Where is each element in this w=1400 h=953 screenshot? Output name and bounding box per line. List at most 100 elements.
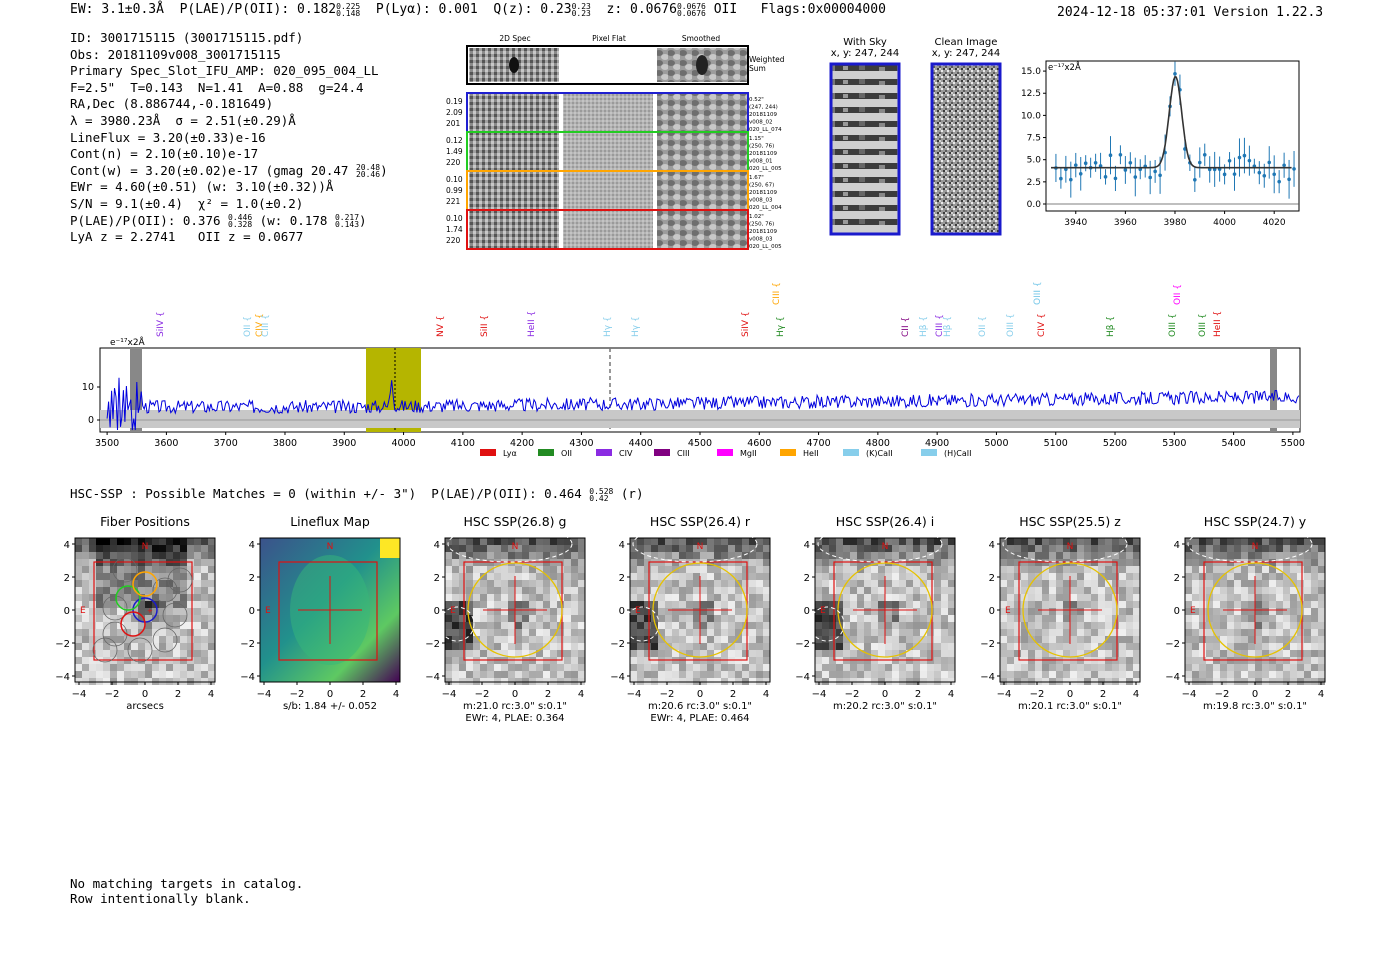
hsc-ytick-label: 4 [64, 540, 70, 551]
cutout-smoothed [657, 133, 747, 170]
zoom-xtick-label: 3980 [1164, 218, 1187, 228]
north-label: N [512, 542, 519, 552]
zoom-point [1073, 163, 1078, 167]
east-label: E [80, 606, 86, 616]
zoom-ytick-label: 5.0 [1027, 156, 1042, 166]
cutout-right-label: (247, 244) [749, 105, 778, 111]
zoom-ytick-label: 7.5 [1027, 134, 1041, 144]
zoom-ytick-label: 12.5 [1021, 89, 1041, 99]
hsc-xtick-label: −2 [105, 689, 120, 700]
hsc-xtick-label: 4 [763, 689, 769, 700]
sky-images [829, 62, 1002, 236]
hsc-ytick-label: −2 [980, 639, 995, 650]
hsc-xtick-label: 0 [1067, 689, 1073, 700]
zoom-point [1282, 163, 1286, 168]
east-label: E [635, 606, 641, 616]
zoom-point [1108, 153, 1113, 158]
redshift-line: LyA z = 2.2741 OII z = 0.0677 [70, 229, 304, 245]
emission-line-label: CIV { [1037, 313, 1047, 337]
hsc-ytick-label: −2 [240, 639, 255, 650]
hsc-xtick-label: 0 [327, 689, 333, 700]
timestamp-version: 2024-12-18 05:37:01 Version 1.22.3 [1057, 5, 1324, 20]
legend-swatch [921, 449, 937, 456]
sn-line: S/N = 9.1(±0.4) χ² = 1.0(±0.2) [70, 195, 304, 211]
cutout-2d-spec [469, 133, 559, 170]
cutout-right-label: (250, 67) [749, 183, 774, 189]
emission-line-label: SiII { [480, 315, 490, 337]
spec-xtick-label: 4800 [866, 438, 890, 449]
hsc-caption: m:19.8 rc:3.0" s:0.1" [1203, 701, 1307, 712]
emission-line-label: OII { [1173, 284, 1183, 305]
hsc-caption: arcsecs [126, 701, 164, 712]
hsc-ytick-label: 0 [619, 606, 625, 617]
zoom-point [1173, 71, 1177, 76]
radec-line: RA,Dec (8.886744,-0.181649) [70, 96, 274, 112]
zoom-point [1267, 160, 1272, 165]
cutout-left-label: 0.10 [446, 214, 463, 223]
hsc-xtick-label: 4 [393, 689, 399, 700]
east-label: E [450, 606, 456, 616]
spec-ytick-label: 0 [88, 415, 94, 426]
zoom-point [1118, 152, 1123, 157]
svg-text:Weighted: Weighted [749, 55, 785, 64]
east-label: E [1190, 606, 1196, 616]
cutout-2d-spec [469, 211, 559, 248]
hsc-ytick-label: 4 [434, 540, 440, 551]
emission-line-label: Hβ { [1106, 316, 1116, 337]
hsc-ytick-label: 4 [1174, 540, 1180, 551]
hsc-panel-title: HSC SSP(26.8) g [463, 514, 567, 529]
zoom-point [1078, 171, 1083, 176]
hsc-xtick-label: −4 [72, 689, 87, 700]
legend-swatch [654, 449, 670, 456]
with-sky-title: With Sky x, y: 247, 244 [830, 37, 900, 59]
emission-line-label: Hβ { [943, 316, 953, 337]
hsc-caption: EWr: 4, PLAE: 0.464 [650, 713, 749, 724]
hsc-xtick-label: 0 [882, 689, 888, 700]
hsc-panel-image: N E 4 2 0 −2 −4−4 −2 0 2 4 m:21.0 rc:3.0" s:0.1"EWr… [425, 532, 586, 724]
zoom-xtick-label: 3940 [1064, 218, 1087, 228]
hsc-ytick-label: 2 [619, 573, 625, 584]
east-label: E [265, 606, 271, 616]
hsc-caption: m:20.6 rc:3.0" s:0.1" [648, 701, 752, 712]
hsc-ytick-label: 2 [249, 573, 255, 584]
spec-xtick-label: 5100 [1044, 438, 1068, 449]
spec-xtick-label: 5000 [984, 438, 1008, 449]
hsc-xtick-label: −2 [290, 689, 305, 700]
zoom-point [1202, 152, 1207, 157]
footer-note: No matching targets in catalog. Row inte… [70, 876, 304, 906]
hsc-xtick-label: −4 [1182, 689, 1197, 700]
hsc-xtick-label: −2 [1030, 689, 1045, 700]
cutout-right-label: 20181109 [749, 112, 777, 118]
spec-xtick-label: 3900 [332, 438, 356, 449]
params-line: F=2.5" T=0.143 N=1.41 A=0.88 g=24.4 [70, 79, 364, 95]
hsc-ytick-label: 4 [804, 540, 810, 551]
emission-line-label: CIII { [772, 282, 782, 305]
zoom-point [1212, 167, 1217, 172]
legend-swatch [480, 449, 496, 456]
legend-label: HeII [803, 449, 819, 458]
cutout-row-frame [466, 209, 749, 250]
hsc-panel-image: + N E 4 2 0 −2 −4−4 −2 0 2 4 arcsecs [55, 537, 216, 712]
zoom-ytick-label: 15.0 [1021, 67, 1041, 77]
zoom-point [1133, 175, 1138, 179]
zoom-point [1262, 173, 1267, 178]
fiber-cross: + [147, 607, 153, 615]
hsc-ytick-label: 4 [249, 540, 255, 551]
zoom-point [1113, 176, 1118, 181]
legend-label: CIII [677, 449, 690, 458]
hsc-xtick-label: 0 [697, 689, 703, 700]
catalog-ellipse [624, 606, 660, 642]
hsc-ytick-label: −4 [980, 672, 995, 683]
col-header-flat: Pixel Flat [592, 34, 626, 43]
spec-xtick-label: 4900 [925, 438, 949, 449]
detection-info: ID: 3001715115 (3001715115.pdf) Obs: 201… [70, 30, 388, 246]
cutout-right-label: 20181109 [749, 229, 777, 235]
id-line: ID: 3001715115 (3001715115.pdf) [70, 30, 304, 45]
hsc-xtick-label: −2 [475, 689, 490, 700]
zoom-spectrum-plot: e⁻¹⁷x2Å 15.0 12.5 10.0 7.5 5.0 2.5 0.0 3940 396… [1021, 60, 1300, 228]
clean-image [930, 62, 1002, 236]
hsc-xtick-label: 0 [1252, 689, 1258, 700]
north-label: N [1067, 542, 1074, 552]
cutout-right-label: 020_LL_005 [749, 244, 782, 250]
cutout-right-label: 20181109 [749, 190, 777, 196]
